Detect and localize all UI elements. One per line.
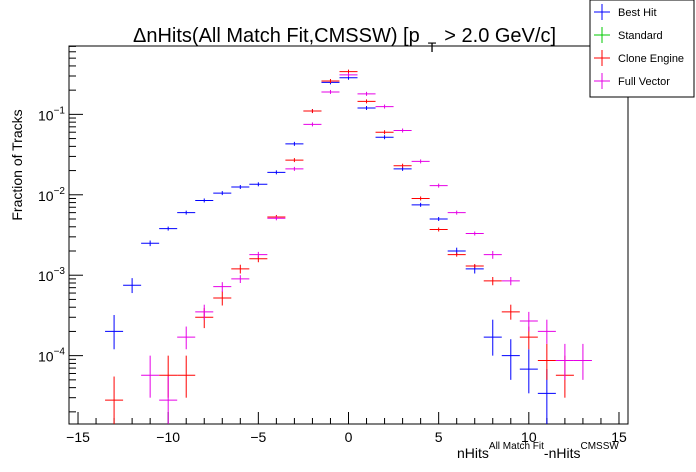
legend: Best Hit Standard Clone Engine Full Vector [589,0,695,98]
data-point [141,240,160,247]
title-subscript: T [428,39,437,55]
data-point [357,99,376,104]
data-point [447,252,466,257]
y-tick-label: 10−1 [38,105,65,123]
data-point [177,326,196,350]
data-point [285,141,304,146]
data-point [555,343,574,380]
title-tail: > 2.0 GeV/c] [444,25,556,47]
data-point [573,343,592,380]
y-tick-label: 10−2 [38,186,65,204]
series-full_vector [141,72,592,424]
data-point [375,135,394,140]
data-point [231,184,250,189]
data-point [357,91,376,96]
data-point [483,277,502,286]
title-main: ΔnHits(All Match Fit,CMSSW) [p [133,25,420,47]
data-point [429,227,448,232]
x-tick-label: 15 [611,429,627,445]
data-point [267,216,286,221]
x-axis: −15 −10 −5 0 5 10 15 [66,412,627,445]
legend-label: Best Hit [618,7,657,19]
x-label-b: -nHits [544,445,581,461]
x-axis-label: nHitsAll Match Fit-nHitsCMSSW [457,441,619,461]
data-point [519,349,538,394]
legend-label: Full Vector [618,76,670,88]
x-label-a-sup: All Match Fit [489,441,544,452]
y-tick-label: 10−3 [38,266,65,284]
data-point [177,355,196,398]
data-point [285,158,304,163]
y-axis-label: Fraction of Tracks [9,109,25,220]
data-series [105,69,592,424]
data-point [429,216,448,221]
data-point [303,122,322,127]
data-point [375,130,394,135]
data-point [483,251,502,259]
data-point [231,275,250,284]
data-point [519,311,538,332]
data-point [195,304,214,320]
data-point [465,264,484,269]
data-point [249,182,268,187]
series-clone_engine [105,69,574,424]
data-point [249,251,268,258]
data-point [411,202,430,207]
data-point [501,304,520,320]
data-point [123,278,142,294]
data-point [393,163,412,168]
data-point [429,183,448,188]
data-point [321,78,340,83]
data-point [465,231,484,236]
data-point [483,319,502,356]
chart-title: ΔnHits(All Match Fit,CMSSW) [p T > 2.0 GeV… [133,25,556,55]
data-point [141,355,160,398]
x-tick-label: 0 [345,429,353,445]
data-point [195,198,214,203]
data-point [393,128,412,133]
data-point [231,264,250,274]
data-point [267,170,286,175]
series-best_hit [105,75,556,424]
x-label-b-sup: CMSSW [580,441,619,452]
data-point [159,376,178,424]
data-point [411,196,430,201]
x-tick-label: 5 [435,429,443,445]
data-point [501,277,520,286]
data-point [213,291,232,306]
x-label-a: nHits [457,445,489,461]
data-point [375,104,394,109]
data-point [213,282,232,292]
data-point [213,191,232,196]
plot-frame [68,45,629,425]
data-point [159,226,178,231]
data-point [537,319,556,344]
legend-label: Clone Engine [618,53,684,65]
y-axis: 10−1 10−2 10−3 10−4 [38,45,83,413]
y-tick-label: 10−4 [38,347,65,365]
x-tick-label: −5 [250,429,266,445]
data-point [321,89,340,94]
data-point [105,376,124,424]
data-point [303,109,322,114]
data-point [177,210,196,215]
data-point [537,343,556,380]
x-tick-label: 10 [521,429,537,445]
data-point [411,159,430,164]
x-tick-label: −10 [156,429,180,445]
data-point [357,105,376,110]
data-point [447,210,466,215]
data-point [105,315,124,350]
legend-label: Standard [618,30,663,42]
x-tick-label: −15 [66,429,90,445]
data-point [285,166,304,171]
data-point [501,339,520,380]
data-point [339,72,358,77]
